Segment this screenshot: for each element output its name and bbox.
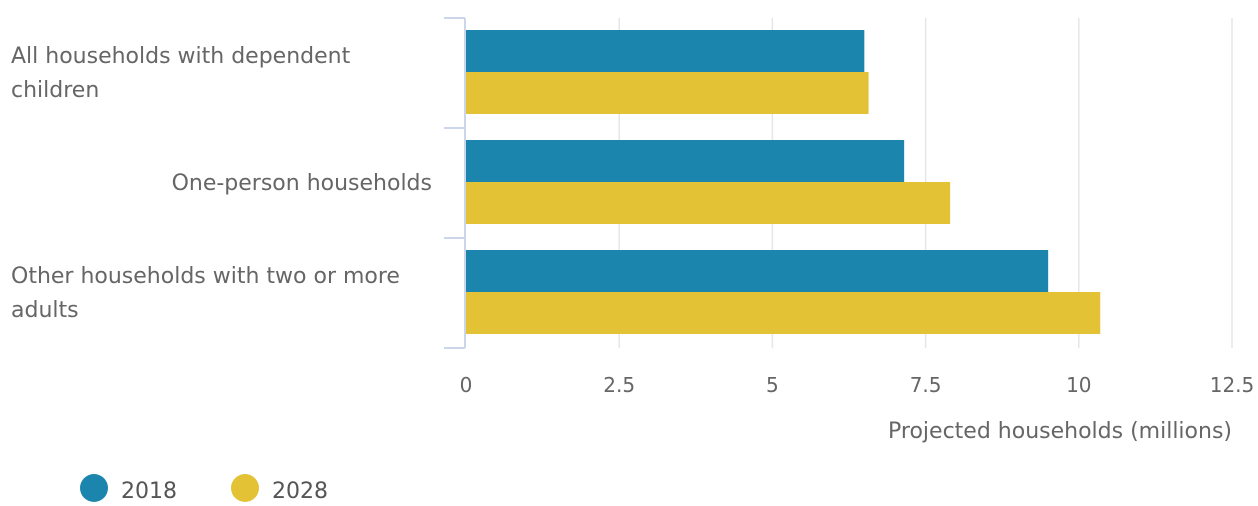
legend-item-2018[interactable]: 2018 [80, 474, 177, 504]
bar-2028[interactable] [466, 182, 951, 224]
bars [466, 30, 1101, 334]
x-tick-labels: 0 2.5 5 7.5 10 12.5 [460, 373, 1255, 397]
bar-2018[interactable] [466, 250, 1049, 292]
legend-marker [80, 474, 108, 502]
category-axis [444, 17, 466, 349]
legend: 2018 2028 [80, 474, 328, 504]
x-tick-label: 2.5 [603, 373, 635, 397]
bar-2028[interactable] [466, 292, 1101, 334]
x-axis-title: Projected households (millions) [888, 419, 1232, 444]
x-tick-label: 12.5 [1210, 373, 1255, 397]
category-label: All households with dependent children [11, 44, 351, 103]
x-tick-label: 7.5 [910, 373, 942, 397]
x-tick-label: 10 [1066, 373, 1091, 397]
category-label: One-person households [172, 171, 432, 196]
bar-2028[interactable] [466, 72, 869, 114]
legend-label: 2018 [121, 479, 177, 502]
x-tick-label: 0 [460, 373, 473, 397]
category-labels: All households with dependent children One… [11, 44, 432, 323]
legend-item-2028[interactable]: 2028 [231, 474, 328, 504]
bar-2018[interactable] [466, 30, 865, 72]
bar-2018[interactable] [466, 140, 905, 182]
legend-marker [231, 474, 259, 502]
category-label: Other households with two or more adults [11, 264, 400, 323]
x-tick-label: 5 [766, 373, 779, 397]
legend-label: 2028 [272, 479, 328, 502]
